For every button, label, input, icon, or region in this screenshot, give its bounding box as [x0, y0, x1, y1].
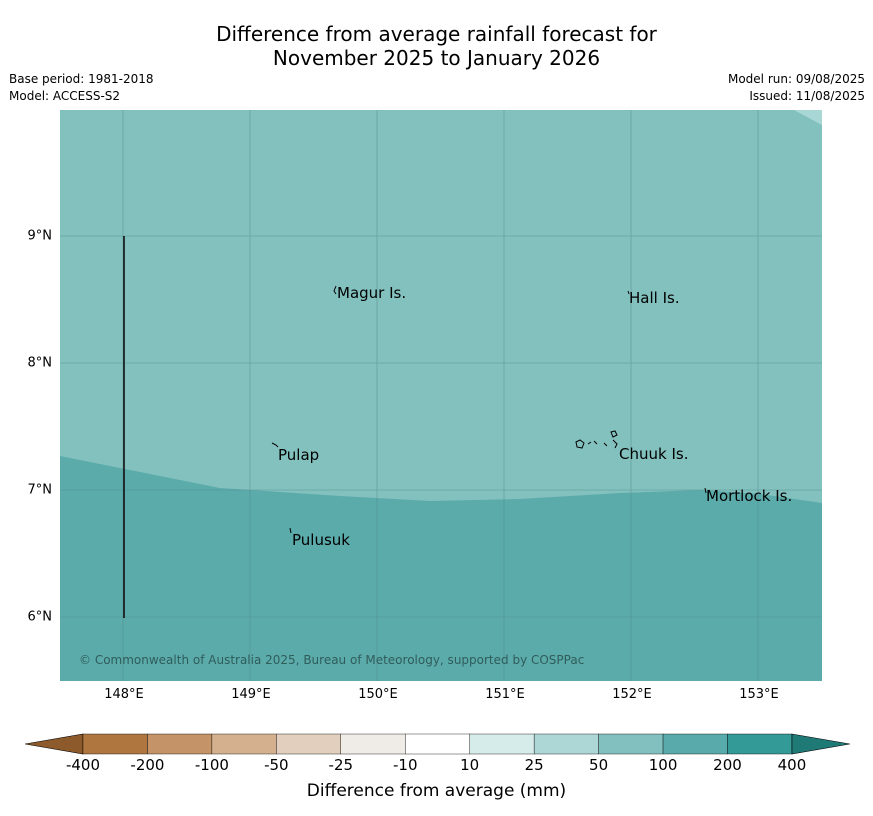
magur-island-outline [333, 285, 337, 295]
model-run: Model run: 09/08/2025 [727, 72, 865, 86]
lat-label-8n: 8°N [27, 355, 53, 371]
copyright-notice: © Commonwealth of Australia 2025, Bureau… [79, 653, 585, 667]
issued-date: Issued: 11/08/2025 [749, 89, 865, 103]
meta-right: Model run: 09/08/2025 Issued: 11/08/2025 [728, 71, 865, 105]
chuuk-island-outline [575, 430, 618, 449]
colorbar-segment [727, 733, 793, 755]
colorbar-title: Difference from average (mm) [306, 781, 567, 801]
colorbar-segment [82, 733, 148, 755]
lon-label-150e: 150°E [358, 687, 398, 702]
title-line-1: Difference from average rainfall forecas… [216, 22, 657, 46]
colorbar-segment [598, 733, 664, 755]
meta-left: Base period: 1981-2018 Model: ACCESS-S2 [9, 71, 154, 105]
colorbar-segment [533, 733, 599, 755]
pulusuk-island-outline [289, 527, 292, 534]
place-label-chuuk: Chuuk Is. [619, 445, 689, 463]
colorbar-segment [405, 733, 470, 755]
colorbar-tick-label: -100 [194, 756, 229, 774]
hall-island-outline [627, 290, 630, 295]
colorbar-tick-label: -50 [264, 756, 289, 774]
colorbar-segment [276, 733, 342, 755]
place-label-pulusuk: Pulusuk [292, 531, 350, 549]
rainfall-band-100-200 [60, 456, 822, 681]
grid-lines [60, 110, 822, 681]
title-line-2: November 2025 to January 2026 [272, 46, 601, 70]
lat-label-9n: 9°N [27, 228, 53, 244]
lon-label-153e: 153°E [739, 687, 779, 702]
place-label-pulap: Pulap [278, 446, 320, 464]
place-label-mortlock: Mortlock Is. [706, 487, 793, 505]
pulap-island-outline [271, 442, 279, 448]
colorbar-tick-label: 100 [648, 756, 678, 774]
island-outlines [271, 285, 707, 534]
colorbar-tick-label: 25 [524, 756, 544, 774]
colorbar-tick-label: 50 [589, 756, 609, 774]
map-title: Difference from average rainfall forecas… [0, 22, 873, 70]
lat-label-6n: 6°N [27, 609, 53, 625]
base-period: Base period: 1981-2018 [9, 72, 154, 86]
lat-label-7n: 7°N [27, 482, 53, 498]
lon-label-151e: 151°E [485, 687, 525, 702]
lon-label-149e: 149°E [231, 687, 271, 702]
lon-label-152e: 152°E [612, 687, 652, 702]
colorbar-extend-low [25, 733, 84, 755]
place-label-magur: Magur Is. [337, 284, 407, 302]
map-svg [60, 110, 822, 681]
colorbar-segment [340, 733, 406, 755]
rainfall-band-25-50 [794, 110, 822, 125]
model-name: Model: ACCESS-S2 [9, 89, 121, 103]
map-area[interactable] [60, 110, 822, 681]
place-label-hall: Hall Is. [629, 289, 680, 307]
colorbar-segment [211, 733, 277, 755]
colorbar-tick-label: -400 [65, 756, 101, 774]
lon-label-148e: 148°E [104, 687, 144, 702]
colorbar [25, 733, 850, 755]
colorbar-tick-label: -200 [130, 756, 165, 774]
colorbar-segment [469, 733, 535, 755]
colorbar-segment [662, 733, 728, 755]
colorbar-tick-label: 200 [713, 756, 742, 774]
colorbar-tick-label: 400 [777, 756, 807, 774]
mortlock-island-outline [704, 487, 707, 494]
colorbar-tick-label: -25 [328, 756, 354, 774]
colorbar-tick-label: 10 [460, 756, 480, 774]
colorbar-segment [147, 733, 213, 755]
colorbar-tick-label: -10 [393, 756, 418, 774]
colorbar-extend-high [791, 733, 850, 755]
